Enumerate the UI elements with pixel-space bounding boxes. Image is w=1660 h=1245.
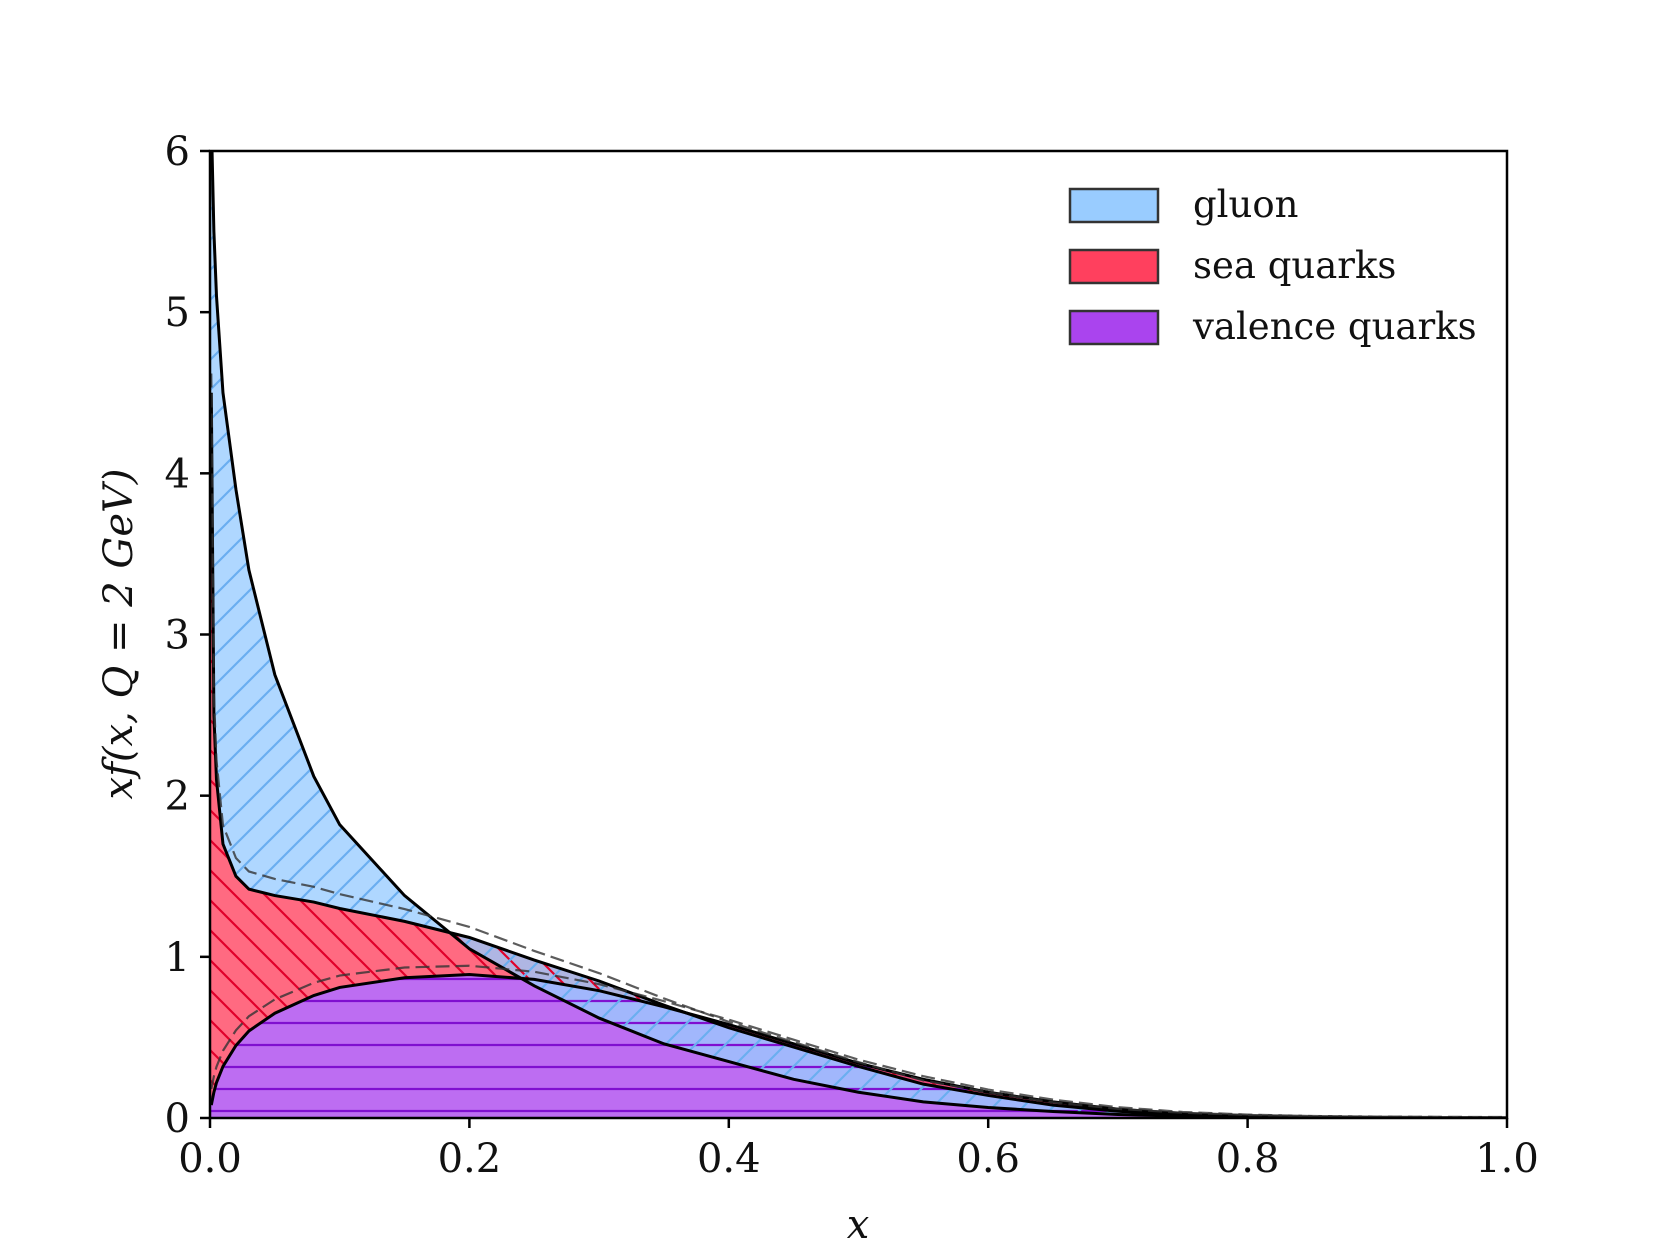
- valence-quarks-curve: [210, 973, 1507, 1118]
- legend-item: gluon: [1068, 183, 1298, 226]
- x-tick-label: 1.0: [1475, 1136, 1539, 1182]
- legend: gluon sea quarks valence quarks: [1068, 183, 1477, 348]
- y-tick-label: 3: [165, 613, 190, 659]
- x-tick-label: 0.0: [178, 1136, 242, 1182]
- x-tick-label: 0.6: [956, 1136, 1020, 1182]
- series-hatches: [210, 151, 1507, 1118]
- sea-quarks-boundary-dashed: [210, 373, 1507, 1118]
- valence-quarks-hatch: [210, 974, 1507, 1118]
- y-tick-label: 5: [165, 290, 190, 336]
- x-axis-label: x: [847, 1202, 870, 1245]
- y-axis-ticks: 0 1 2 3 4 5 6: [165, 129, 210, 1142]
- y-tick-label: 4: [165, 451, 190, 497]
- y-tick-label: 6: [165, 129, 190, 175]
- legend-item: valence quarks: [1068, 305, 1477, 348]
- legend-label: sea quarks: [1193, 244, 1396, 287]
- y-tick-label: 0: [165, 1096, 190, 1142]
- y-axis-label: xf(x, Q = 2 GeV): [96, 469, 142, 800]
- legend-item: sea quarks: [1068, 244, 1396, 287]
- x-axis-ticks: 0.0 0.2 0.4 0.6 0.8 1.0: [178, 1118, 1539, 1182]
- y-tick-label: 1: [165, 935, 190, 981]
- legend-swatch: [1068, 248, 1160, 285]
- valence-quarks-boundary-dashed: [210, 964, 1507, 1118]
- x-tick-label: 0.2: [438, 1136, 502, 1182]
- x-tick-label: 0.4: [697, 1136, 761, 1182]
- x-tick-label: 0.8: [1216, 1136, 1280, 1182]
- y-tick-label: 2: [165, 774, 190, 820]
- legend-label: valence quarks: [1192, 305, 1477, 348]
- legend-label: gluon: [1193, 183, 1298, 226]
- legend-swatch: [1068, 309, 1160, 346]
- legend-swatch: [1068, 187, 1160, 224]
